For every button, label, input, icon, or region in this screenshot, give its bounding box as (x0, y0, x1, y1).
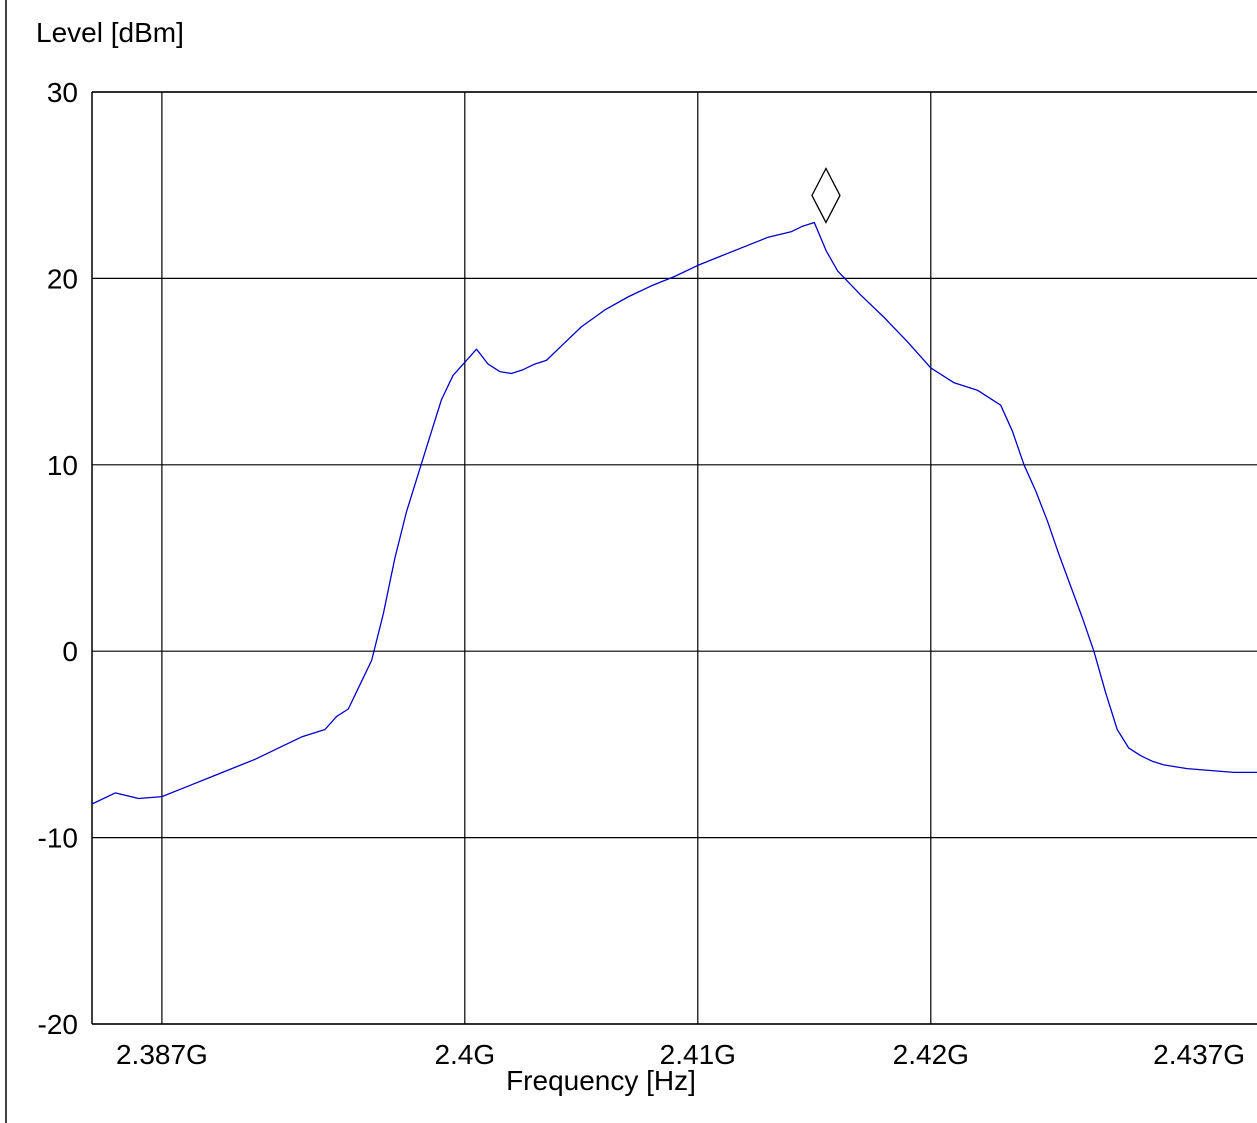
y-tick-label: -20 (38, 1009, 78, 1040)
y-tick-label: 0 (62, 636, 78, 667)
grid-lines (91, 91, 1257, 1025)
y-tick-label: 10 (47, 450, 78, 481)
y-tick-label: -10 (38, 823, 78, 854)
x-tick-label: 2.42G (893, 1039, 969, 1070)
y-tick-label: 20 (47, 263, 78, 294)
tick-labels: 30 20 10 0 -10 -20 2.387G 2.4G 2.41G 2.42G 2.437G (38, 77, 1245, 1070)
series-line (91, 221, 1257, 805)
plot-area (91, 167, 1257, 805)
y-tick-label: 30 (47, 77, 78, 108)
x-tick-label: 2.437G (1153, 1039, 1245, 1070)
x-tick-label: 2.41G (660, 1039, 736, 1070)
x-tick-label: 2.387G (116, 1039, 208, 1070)
x-tick-label: 2.4G (434, 1039, 495, 1070)
peak-marker-icon (811, 167, 841, 224)
y-axis-title: Level [dBm] (36, 17, 184, 48)
x-axis-title: Frequency [Hz] (506, 1065, 696, 1096)
